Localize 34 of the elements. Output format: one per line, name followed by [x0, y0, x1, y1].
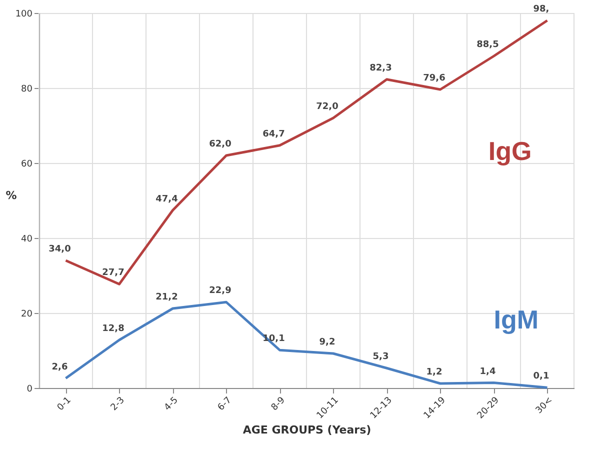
text: IgG [488, 136, 532, 166]
y-axis-title: % [6, 189, 17, 202]
data-label: 27,7 [102, 268, 124, 278]
data-label: 34,0 [48, 244, 71, 254]
data-label: 0,1 [533, 372, 550, 382]
y-tick-label: 20 [21, 310, 33, 320]
y-tick-label: 60 [21, 160, 33, 170]
x-tick-label: 0-1 [56, 396, 74, 413]
y-tick-label: 40 [21, 234, 33, 244]
data-label: 1,2 [426, 368, 442, 378]
data-label: 82,3 [370, 63, 392, 74]
y-tick-label: 80 [21, 84, 33, 94]
data-label: 21,2 [156, 292, 178, 302]
y-tick-label: 100 [15, 10, 33, 20]
data-label: 64,7 [262, 129, 285, 140]
data-label: 2,6 [52, 362, 68, 372]
y-tick-label: 0 [26, 384, 33, 394]
data-label: 88,5 [476, 40, 499, 50]
data-label: 72,0 [316, 102, 338, 112]
data-label: 22,9 [209, 286, 232, 296]
x-tick-label: 8-9 [270, 395, 288, 413]
data-label: 79,6 [423, 74, 446, 84]
data-label: 5,3 [372, 352, 389, 362]
x-tick-label: 6-7 [216, 396, 234, 413]
data-label: 9,2 [319, 338, 336, 348]
data-label: 12,8 [102, 324, 124, 334]
x-tick-label: 2-3 [109, 396, 127, 413]
data-label: 98, [533, 4, 550, 14]
data-label: 47,4 [156, 194, 178, 204]
data-label: 1,4 [480, 366, 496, 377]
data-label: 62,0 [209, 140, 232, 150]
x-axis-title: AGE GROUPS (Years) [242, 423, 372, 436]
x-tick-label: 4-5 [162, 396, 180, 413]
series-label: IgM [494, 304, 539, 334]
